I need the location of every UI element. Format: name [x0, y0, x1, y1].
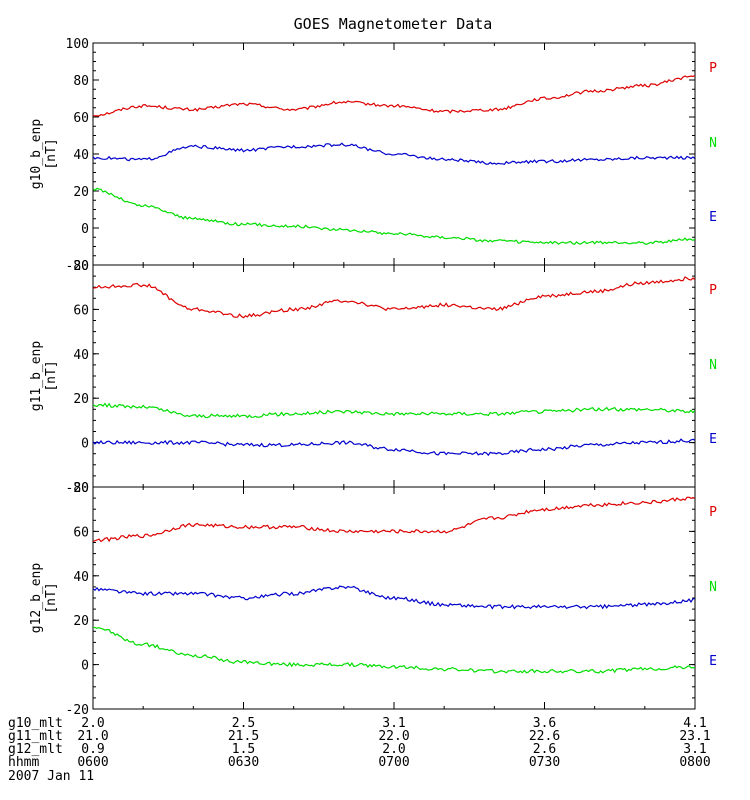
y-tick-label: 0	[81, 659, 89, 674]
series-line-E	[93, 142, 695, 165]
x-tick-label: 1.5	[232, 742, 255, 757]
x-tick-label: 0630	[228, 755, 259, 770]
y-tick-label: 20	[73, 185, 89, 200]
chart-title: GOES Magnetometer Data	[294, 15, 493, 33]
x-row-g12_mlt: g12_mlt 0.9 1.5 2.0 2.6 3.1	[8, 742, 707, 757]
series-label-P: P	[709, 61, 717, 76]
x-row-label: g11_mlt	[8, 729, 63, 744]
panel-1: -20 0 20 40 60 80 100 g10_b_enp [nT] P N E	[29, 37, 717, 274]
y-tick-label: 20	[73, 614, 89, 629]
x-axis-rows: g10_mlt 2.0 2.5 3.1 3.6 4.1 g11_mlt 21.0 21.5 22.…	[8, 716, 711, 770]
y-tick-label: 80	[73, 74, 89, 89]
y-axis-label: g12_b_enp	[29, 563, 44, 634]
series-line-P	[93, 75, 695, 117]
panel-3: -20 0 20 40 60 80 g12_b_enp [nT] P N E	[29, 481, 717, 718]
y-axis-label: g11_b_enp	[29, 341, 44, 412]
series-label-E: E	[709, 432, 717, 447]
series-line-N	[93, 187, 695, 245]
y-tick-label: 60	[73, 525, 89, 540]
x-tick-label: 22.6	[529, 729, 560, 744]
x-tick-label: 21.5	[228, 729, 259, 744]
series-line-P	[93, 276, 695, 319]
x-tick-label: 0.9	[81, 742, 104, 757]
series-line-N	[93, 626, 695, 674]
y-axis-units: [nT]	[44, 138, 59, 169]
y-tick-label: 100	[66, 37, 89, 52]
y-tick-label: 40	[73, 148, 89, 163]
x-tick-label: 0800	[679, 755, 710, 770]
series-label-N: N	[709, 358, 717, 373]
y-tick-label: 0	[81, 437, 89, 452]
series-label-E: E	[709, 210, 717, 225]
y-tick-label: 40	[73, 570, 89, 585]
x-row-g11_mlt: g11_mlt 21.0 21.5 22.0 22.6 23.1	[8, 729, 711, 744]
y-tick-label: 40	[73, 348, 89, 363]
y-tick-label: -20	[66, 481, 89, 496]
x-row-label: g12_mlt	[8, 742, 63, 757]
y-tick-label: 20	[73, 392, 89, 407]
series-label-P: P	[709, 505, 717, 520]
y-axis-units: [nT]	[44, 582, 59, 613]
x-tick-label: 22.0	[378, 729, 409, 744]
x-tick-label: 2.6	[533, 742, 556, 757]
x-tick-label: 0600	[77, 755, 108, 770]
x-row-g10_mlt: g10_mlt 2.0 2.5 3.1 3.6 4.1	[8, 716, 707, 731]
y-axis-label: g10_b_enp	[29, 119, 44, 190]
x-tick-label: 2.5	[232, 716, 255, 731]
y-tick-label: 80	[73, 259, 89, 274]
x-tick-label: 4.1	[683, 716, 706, 731]
series-line-P	[93, 496, 695, 543]
y-tick-label: -20	[66, 259, 89, 274]
series-label-N: N	[709, 136, 717, 151]
date-label: 2007 Jan 11	[8, 769, 94, 784]
series-line-E	[93, 438, 695, 457]
y-tick-label: 60	[73, 303, 89, 318]
y-tick-label: 0	[81, 222, 89, 237]
series-line-E	[93, 585, 695, 610]
series-line-N	[93, 402, 695, 419]
panel-2: -20 0 20 40 60 80 g11_b_enp [nT] P N E	[29, 259, 717, 496]
series-label-E: E	[709, 654, 717, 669]
y-axis-units: [nT]	[44, 360, 59, 391]
x-tick-label: 2.0	[81, 716, 104, 731]
x-tick-label: 23.1	[679, 729, 710, 744]
x-row-label: hhmm	[8, 755, 39, 770]
x-tick-label: 3.1	[382, 716, 405, 731]
y-tick-label: 80	[73, 481, 89, 496]
y-tick-label: 60	[73, 111, 89, 126]
x-tick-label: 3.6	[533, 716, 556, 731]
x-tick-label: 0730	[529, 755, 560, 770]
x-row-hhmm: hhmm 0600 0630 0700 0730 0800	[8, 755, 711, 770]
x-tick-label: 0700	[378, 755, 409, 770]
y-tick-label: -20	[66, 703, 89, 718]
x-tick-label: 3.1	[683, 742, 706, 757]
x-tick-label: 2.0	[382, 742, 405, 757]
x-tick-label: 21.0	[77, 729, 108, 744]
x-row-label: g10_mlt	[8, 716, 63, 731]
series-label-P: P	[709, 283, 717, 298]
series-label-N: N	[709, 580, 717, 595]
